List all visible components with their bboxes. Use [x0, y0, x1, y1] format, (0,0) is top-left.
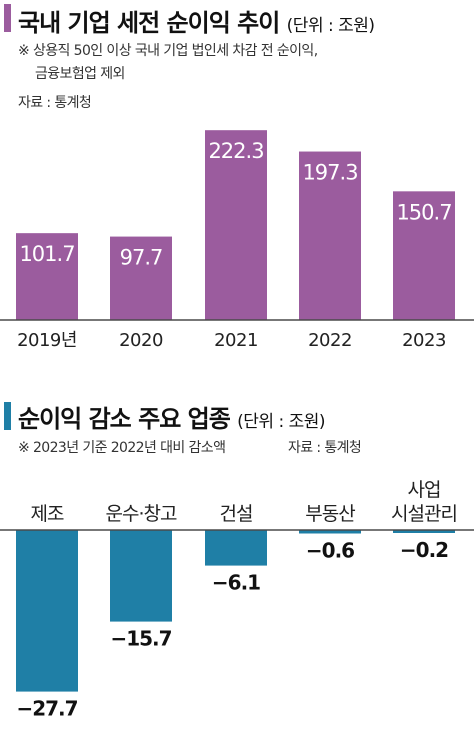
bar	[16, 233, 78, 320]
chart-1-title-text: 국내 기업 세전 순이익 추이	[18, 9, 280, 37]
chart-2-unit: (단위 : 조원)	[237, 412, 326, 432]
category-label: 시설관리	[391, 503, 457, 525]
x-tick-label: 2022	[308, 330, 352, 351]
chart-1-source: 자료 : 통계청	[18, 95, 92, 111]
chart-2-note: ※ 2023년 기준 2022년 대비 감소액	[18, 440, 226, 456]
data-label: 101.7	[19, 242, 74, 266]
bar	[393, 530, 455, 533]
data-label: −0.6	[306, 539, 354, 563]
data-label: 150.7	[396, 200, 451, 224]
chart-1-unit: (단위 : 조원)	[286, 16, 375, 36]
bar	[299, 530, 361, 534]
category-label: 사업	[408, 479, 441, 501]
bar	[205, 130, 267, 320]
chart-1-title: 국내 기업 세전 순이익 추이 (단위 : 조원)	[18, 3, 375, 38]
chart-2-title: 순이익 감소 주요 업종 (단위 : 조원)	[18, 399, 326, 434]
category-label: 운수·창고	[106, 503, 177, 525]
category-label: 건설	[220, 503, 253, 525]
bar	[110, 530, 172, 622]
data-label: −6.1	[212, 571, 260, 595]
title-accent-bar	[4, 4, 11, 32]
bar	[16, 530, 78, 692]
data-label: 197.3	[302, 161, 357, 185]
data-label: −15.7	[110, 627, 171, 651]
data-label: 97.7	[120, 246, 163, 270]
bar	[205, 530, 267, 566]
category-label: 제조	[31, 503, 64, 525]
x-tick-label: 2019년	[17, 330, 77, 351]
bar	[393, 191, 455, 320]
chart-1-note-line-1: ※ 상용직 50인 이상 국내 기업 법인세 차감 전 순이익,	[18, 43, 318, 59]
category-label: 부동산	[305, 503, 355, 525]
data-label: −0.2	[400, 538, 448, 562]
chart-2-source: 자료 : 통계청	[288, 440, 362, 456]
chart-2-title-text: 순이익 감소 주요 업종	[18, 405, 231, 433]
bar	[110, 236, 172, 320]
x-tick-label: 2020	[119, 330, 163, 351]
x-tick-label: 2023	[402, 330, 446, 351]
bar	[299, 151, 361, 320]
chart-1-note-line-2: 금융보험업 제외	[35, 66, 125, 82]
data-label: −27.7	[16, 697, 77, 721]
chart-1-plot: 101.7 2019년 97.7 2020 222.3 2021 197.3 2022 150.…	[0, 130, 474, 351]
title-accent-bar	[4, 402, 11, 430]
data-label: 222.3	[208, 139, 263, 163]
x-tick-label: 2021	[214, 330, 258, 351]
